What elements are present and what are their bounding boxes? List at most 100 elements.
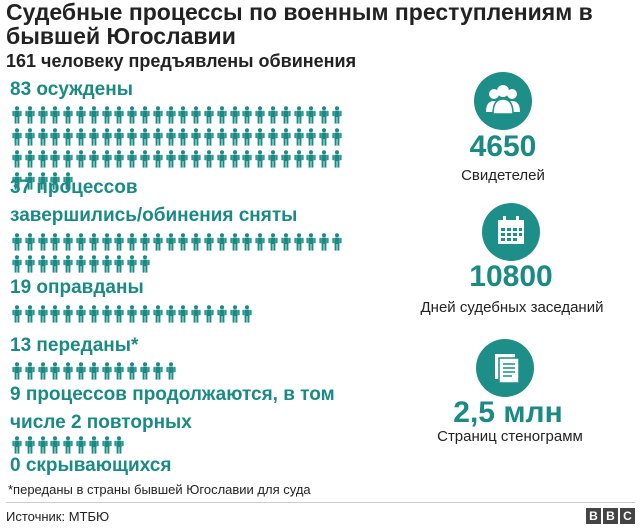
person-figure: [101, 436, 112, 454]
label-completed: 37 процессов завершились/обинения сняты: [10, 174, 297, 230]
bbc-logo: B B C: [586, 508, 635, 524]
person-figure: [165, 233, 176, 251]
person-figure: [76, 150, 86, 168]
stat-pages-caption: Страниц стенограмм: [437, 428, 583, 445]
stat-pages-value: 2,5 млн: [453, 396, 563, 429]
person-figure: [306, 128, 316, 146]
person-figure: [127, 106, 137, 124]
person-figure: [293, 150, 304, 168]
bbc-logo-c: C: [620, 508, 635, 524]
person-figure: [204, 305, 214, 323]
person-figure: [140, 128, 150, 146]
person-figure: [76, 128, 86, 146]
person-figure: [12, 255, 22, 273]
person-figure: [242, 233, 252, 251]
person-figure: [63, 172, 73, 190]
person-figure: [12, 305, 22, 323]
person-figure: [306, 106, 316, 124]
person-figure: [255, 150, 265, 168]
person-figure: [217, 233, 227, 251]
label-convicted: 83 осуждены: [10, 79, 133, 100]
person-figure: [204, 128, 214, 146]
person-figure: [25, 150, 35, 168]
person-figure: [293, 128, 304, 146]
footnote: *переданы в страны бывшей Югославии для …: [8, 482, 311, 497]
person-figure: [242, 106, 252, 124]
person-figure: [63, 362, 73, 380]
person-figure: [12, 106, 22, 124]
person-figure: [63, 150, 73, 168]
person-figure: [191, 106, 201, 124]
person-figure: [140, 106, 150, 124]
person-figure: [114, 128, 124, 146]
person-figure: [229, 128, 240, 146]
person-figure: [50, 436, 60, 454]
person-figure: [191, 305, 201, 323]
person-figure: [63, 436, 73, 454]
person-figure: [293, 106, 304, 124]
person-figure: [140, 305, 150, 323]
person-figure: [37, 233, 48, 251]
person-figure: [37, 172, 48, 190]
person-figure: [332, 150, 342, 168]
person-figure: [281, 128, 291, 146]
stat-witnesses-value: 4650: [469, 130, 537, 163]
person-figure: [114, 150, 124, 168]
person-figure: [191, 150, 201, 168]
person-figure: [25, 255, 35, 273]
person-figure: [89, 362, 99, 380]
person-figure: [319, 150, 329, 168]
person-figure: [229, 106, 240, 124]
person-figure: [178, 128, 188, 146]
person-figure: [101, 128, 112, 146]
label-hiding: 0 скрывающихся: [10, 455, 172, 476]
person-figure: [268, 128, 278, 146]
person-figure: [178, 305, 188, 323]
person-figure: [127, 233, 137, 251]
page-title: Судебные процессы по военным преступлени…: [6, 0, 593, 49]
person-figure: [204, 150, 214, 168]
person-figure: [101, 362, 112, 380]
person-figure: [178, 106, 188, 124]
person-figure: [281, 106, 291, 124]
person-figure: [153, 106, 163, 124]
document-icon: [495, 354, 520, 384]
person-figure: [217, 128, 227, 146]
person-figure: [217, 106, 227, 124]
person-figure: [89, 128, 99, 146]
person-figure: [204, 233, 214, 251]
person-figure: [63, 128, 73, 146]
person-figure: [165, 305, 176, 323]
label-completed-line1: 37 процессов: [10, 177, 138, 198]
person-figure: [76, 255, 86, 273]
person-figure: [89, 233, 99, 251]
person-figure: [114, 305, 124, 323]
calendar-icon: [498, 216, 524, 244]
stat-witnesses-icon-wrap: [474, 72, 532, 130]
person-figure: [25, 106, 35, 124]
person-figure: [114, 362, 124, 380]
person-figure: [281, 233, 291, 251]
person-figure: [332, 233, 342, 251]
person-figure: [50, 106, 60, 124]
person-figure: [140, 233, 150, 251]
person-figure: [76, 436, 86, 454]
person-figure: [37, 106, 48, 124]
person-figure: [127, 128, 137, 146]
person-figure: [76, 233, 86, 251]
person-figure: [25, 362, 35, 380]
stat-days-icon-wrap: [482, 203, 540, 261]
person-figure: [217, 305, 227, 323]
person-figure: [25, 305, 35, 323]
person-figure: [12, 233, 22, 251]
person-figure: [25, 436, 35, 454]
person-figure: [140, 150, 150, 168]
person-figure: [319, 106, 329, 124]
person-figure: [178, 150, 188, 168]
person-figure: [50, 172, 60, 190]
person-figure: [229, 150, 240, 168]
person-figure: [255, 128, 265, 146]
person-figure: [25, 172, 35, 190]
person-figure: [50, 305, 60, 323]
person-figure: [101, 305, 112, 323]
